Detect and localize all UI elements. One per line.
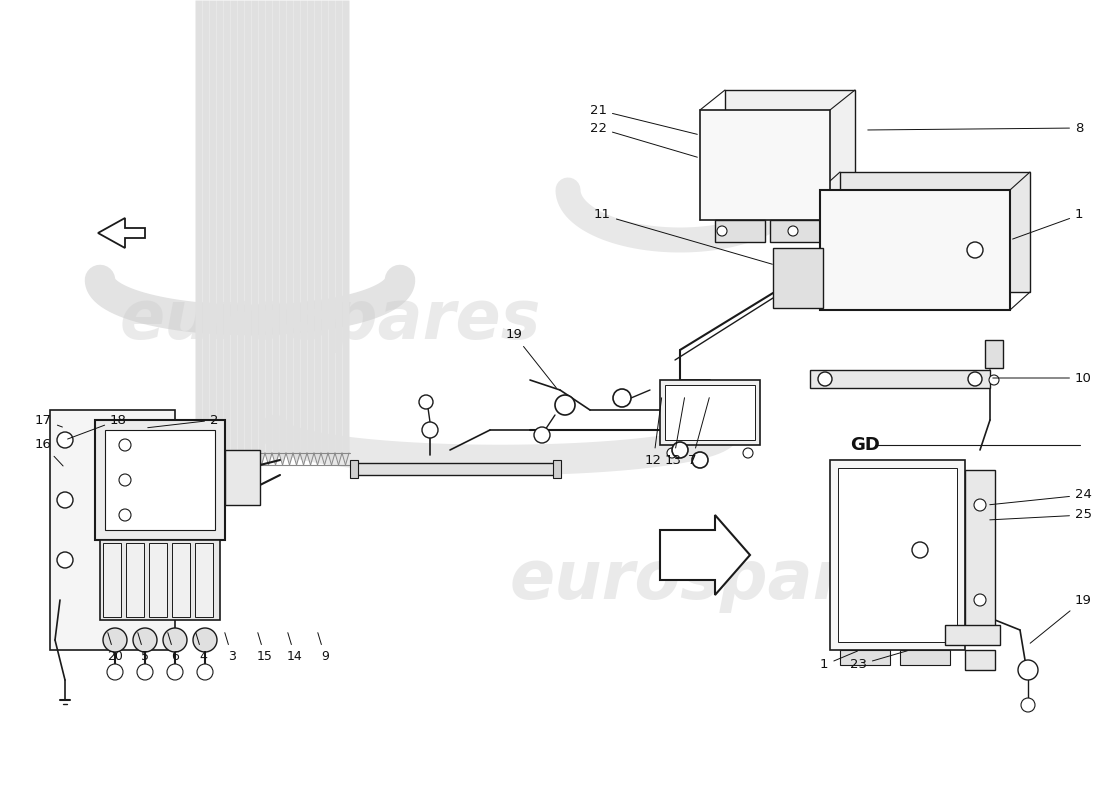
Circle shape	[119, 439, 131, 451]
Bar	[773, 248, 823, 308]
Bar	[172, 543, 190, 617]
Circle shape	[57, 492, 73, 508]
Bar	[810, 370, 990, 388]
Bar	[700, 110, 830, 220]
Text: 14: 14	[287, 633, 303, 663]
Circle shape	[163, 628, 187, 652]
Bar	[226, 450, 260, 505]
Bar	[830, 460, 965, 650]
Text: 16: 16	[35, 438, 63, 466]
Circle shape	[103, 628, 127, 652]
Polygon shape	[50, 410, 175, 650]
Text: 25: 25	[990, 509, 1092, 522]
Text: 8: 8	[868, 122, 1084, 134]
Circle shape	[167, 664, 183, 680]
Text: GD: GD	[850, 436, 880, 454]
Circle shape	[672, 442, 688, 458]
Text: 6: 6	[168, 633, 179, 663]
Circle shape	[192, 628, 217, 652]
Circle shape	[788, 226, 798, 236]
Circle shape	[818, 372, 832, 386]
Bar	[945, 625, 1000, 645]
Circle shape	[119, 474, 131, 486]
Circle shape	[133, 628, 157, 652]
Circle shape	[967, 242, 983, 258]
Bar	[965, 650, 996, 670]
Bar	[984, 340, 1003, 368]
Text: 1: 1	[820, 651, 857, 671]
Bar	[715, 220, 764, 242]
Polygon shape	[660, 515, 750, 595]
Bar	[666, 385, 755, 440]
Bar	[103, 543, 121, 617]
Bar	[195, 543, 213, 617]
Circle shape	[197, 664, 213, 680]
Circle shape	[534, 427, 550, 443]
Text: 5: 5	[138, 633, 148, 663]
Text: 15: 15	[257, 633, 273, 663]
Circle shape	[692, 452, 708, 468]
Bar	[126, 543, 144, 617]
Bar	[100, 540, 220, 620]
Circle shape	[57, 552, 73, 568]
Circle shape	[912, 542, 928, 558]
Circle shape	[667, 448, 676, 458]
Bar	[350, 460, 358, 478]
Text: 17: 17	[35, 414, 63, 427]
Bar	[840, 650, 890, 665]
Text: 19: 19	[1031, 594, 1092, 643]
Bar	[770, 220, 820, 242]
Text: 9: 9	[318, 633, 329, 663]
Text: 18: 18	[67, 414, 126, 439]
Bar	[355, 463, 556, 475]
Circle shape	[974, 499, 986, 511]
Polygon shape	[840, 172, 1030, 292]
Text: 13: 13	[666, 398, 684, 466]
Text: 3: 3	[224, 633, 235, 663]
Circle shape	[613, 389, 631, 407]
Circle shape	[742, 448, 754, 458]
Bar	[95, 420, 226, 540]
Circle shape	[107, 664, 123, 680]
Circle shape	[968, 372, 982, 386]
Text: eurospares: eurospares	[509, 547, 931, 613]
Circle shape	[1018, 660, 1038, 680]
Text: 23: 23	[850, 650, 908, 671]
Circle shape	[974, 594, 986, 606]
Text: 7: 7	[688, 398, 710, 466]
Circle shape	[419, 395, 433, 409]
Bar	[148, 543, 167, 617]
Circle shape	[989, 375, 999, 385]
Text: 11: 11	[594, 209, 772, 264]
Text: 1: 1	[1013, 209, 1084, 239]
Bar	[820, 190, 1010, 310]
Bar	[660, 380, 760, 445]
Bar	[553, 460, 561, 478]
Bar	[785, 255, 820, 295]
Text: 10: 10	[993, 371, 1092, 385]
Circle shape	[556, 395, 575, 415]
Text: 22: 22	[590, 122, 697, 158]
Text: 20: 20	[107, 633, 123, 663]
Circle shape	[57, 432, 73, 448]
Circle shape	[119, 509, 131, 521]
Bar	[965, 470, 996, 640]
Text: eurospares: eurospares	[119, 287, 541, 353]
Circle shape	[138, 664, 153, 680]
Circle shape	[422, 422, 438, 438]
Bar	[104, 430, 214, 530]
Bar	[838, 468, 957, 642]
Circle shape	[717, 226, 727, 236]
Text: 2: 2	[147, 414, 219, 428]
Text: 21: 21	[590, 103, 697, 134]
Polygon shape	[725, 90, 855, 200]
Text: 24: 24	[990, 489, 1092, 505]
Text: 4: 4	[196, 633, 207, 663]
Text: 19: 19	[506, 329, 557, 388]
Text: 12: 12	[645, 398, 662, 466]
Bar	[900, 650, 950, 665]
Circle shape	[1021, 698, 1035, 712]
